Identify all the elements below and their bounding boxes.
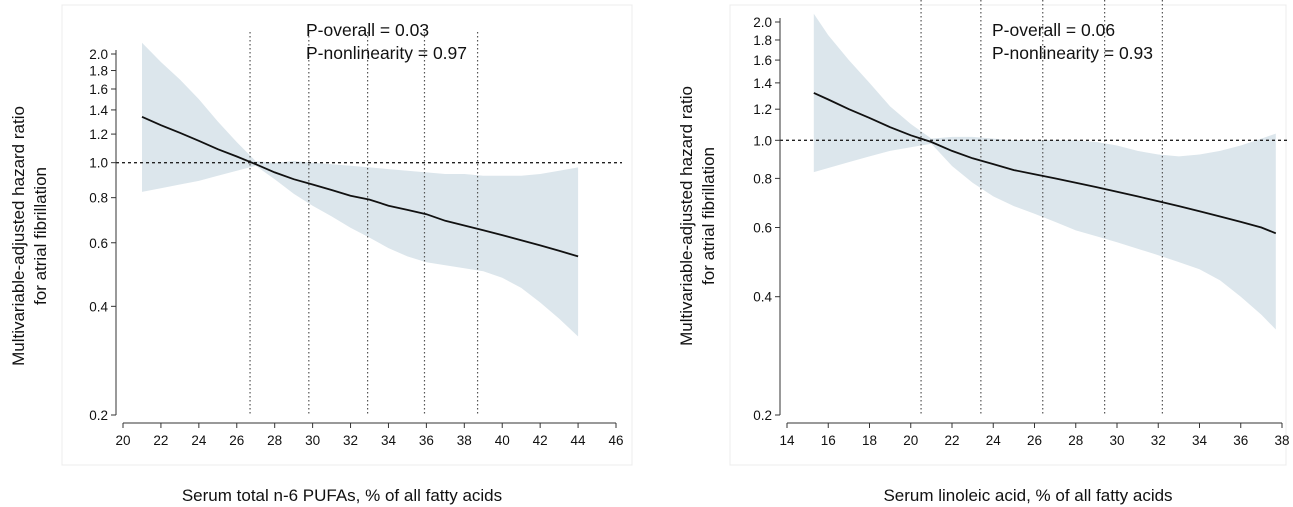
x-tick-label: 22	[944, 433, 959, 448]
y-tick-label: 1.6	[753, 53, 772, 68]
y-tick-label: 0.4	[753, 290, 772, 305]
x-tick-label: 38	[457, 433, 472, 448]
x-tick-label: 20	[115, 433, 130, 448]
y-axis-title-line-2: for atrial fibrillation	[31, 167, 50, 305]
p-overall-annotation: P-overall = 0.06	[992, 20, 1115, 40]
y-tick-label: 0.6	[753, 220, 772, 235]
hazard-ratio-line	[141, 115, 579, 258]
x-tick-label: 36	[419, 433, 434, 448]
x-tick-label: 32	[1151, 433, 1166, 448]
x-tick-label: 18	[862, 433, 877, 448]
x-tick-label: 14	[779, 433, 795, 448]
x-tick-label: 34	[1192, 433, 1208, 448]
confidence-band	[142, 42, 579, 337]
x-tick-label: 40	[495, 433, 510, 448]
y-axis-title-line-2: for atrial fibrillation	[699, 147, 718, 285]
y-tick-label: 0.8	[89, 191, 108, 206]
x-tick-label: 44	[571, 433, 587, 448]
chart-panel-total-n6-pufa: 0.2 0.4 0.6 0.8 1.0 1.2 1.4 1.6 1.8 2.0 20 22 24 26 28…	[9, 4, 633, 505]
x-tick-label: 30	[1109, 433, 1124, 448]
chart-panel-linoleic-acid: 0.2 0.4 0.6 0.8 1.0 1.2 1.4 1.6 1.8 2.0 14 16 18 20 22…	[677, 0, 1290, 505]
y-tick-label: 1.0	[753, 133, 772, 148]
confidence-band	[813, 13, 1276, 330]
y-tick-label: 0.8	[753, 171, 772, 186]
x-tick-label: 22	[153, 433, 168, 448]
x-tick-label: 46	[608, 433, 623, 448]
x-tick-label: 36	[1233, 433, 1248, 448]
x-tick-label: 38	[1274, 433, 1289, 448]
x-tick-label: 26	[1027, 433, 1042, 448]
p-overall-annotation: P-overall = 0.03	[306, 20, 429, 40]
x-tick-label: 26	[229, 433, 244, 448]
x-tick-label: 28	[1068, 433, 1083, 448]
x-tick-label: 34	[381, 433, 397, 448]
y-tick-label: 0.2	[753, 408, 772, 423]
y-axis-title-line-1: Multivariable-adjusted hazard ratio	[677, 86, 696, 346]
y-tick-label: 0.4	[89, 299, 108, 314]
x-axis-title: Serum linoleic acid, % of all fatty acid…	[883, 486, 1172, 505]
x-tick-label: 24	[986, 433, 1002, 448]
x-tick-label: 42	[533, 433, 548, 448]
x-tick-label: 28	[267, 433, 282, 448]
x-tick-label: 32	[343, 433, 358, 448]
y-tick-label: 1.8	[753, 33, 772, 48]
y-tick-label: 2.0	[89, 47, 108, 62]
x-tick-label: 20	[903, 433, 918, 448]
x-tick-label: 24	[191, 433, 207, 448]
p-nonlinearity-annotation: P-nonlinearity = 0.93	[992, 43, 1153, 63]
hazard-ratio-line	[813, 92, 1277, 235]
x-tick-label: 30	[305, 433, 320, 448]
x-tick-label: 16	[821, 433, 836, 448]
y-tick-label: 1.6	[89, 82, 108, 97]
y-tick-label: 0.2	[89, 408, 108, 423]
y-tick-label: 1.2	[89, 127, 108, 142]
y-tick-label: 0.6	[89, 236, 108, 251]
y-tick-label: 1.2	[753, 102, 772, 117]
p-nonlinearity-annotation: P-nonlinearity = 0.97	[306, 43, 467, 63]
y-tick-label: 1.0	[89, 156, 108, 171]
y-tick-label: 1.4	[753, 76, 772, 91]
y-tick-label: 1.4	[89, 103, 108, 118]
y-axis-title-line-1: Multivariable-adjusted hazard ratio	[9, 106, 28, 366]
y-tick-label: 1.8	[89, 64, 108, 79]
y-tick-label: 2.0	[753, 15, 772, 30]
x-axis-title: Serum total n-6 PUFAs, % of all fatty ac…	[182, 486, 502, 505]
